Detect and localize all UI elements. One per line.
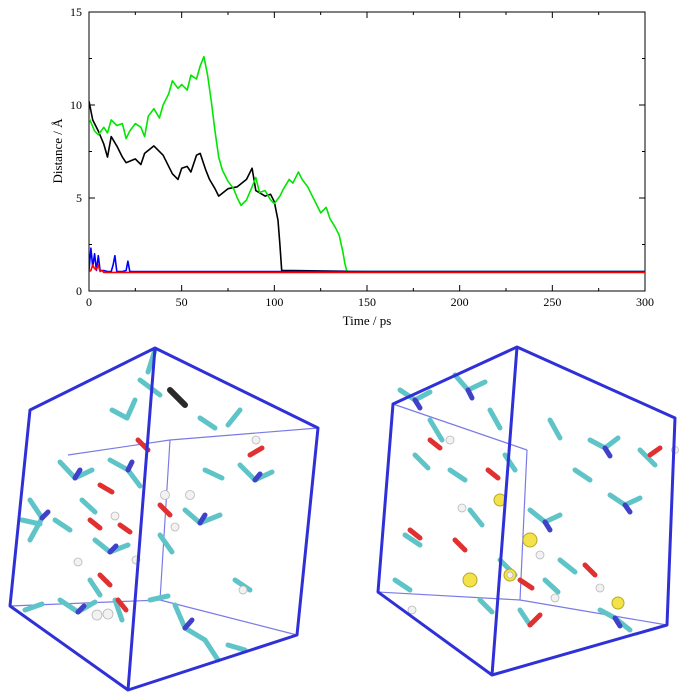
plot-frame [88, 11, 646, 292]
x-axis-title: Time / ps [343, 313, 392, 328]
left-box-front-edges [8, 346, 320, 692]
y-axis-title: Distance / Å [50, 118, 65, 184]
left-box-back-edges [9, 427, 319, 636]
molecule-cluster-right [392, 372, 679, 633]
x-tick-label: 300 [636, 295, 654, 309]
x-tick-label: 0 [86, 295, 92, 309]
y-tick-label: 5 [76, 191, 82, 205]
series-line-1 [89, 101, 645, 273]
y-tick-label: 0 [76, 284, 82, 298]
right-box-front-edges [376, 345, 677, 677]
x-tick-label: 100 [265, 295, 283, 309]
left-snapshot [8, 346, 320, 692]
tick-labels: 0 50 100 150 200 250 300 0 5 10 15 [70, 5, 654, 309]
y-tick-label: 10 [70, 98, 82, 112]
series-line-4 [89, 264, 645, 274]
x-tick-label: 50 [176, 295, 188, 309]
series-layer [89, 55, 645, 274]
distance-time-chart: 0 50 100 150 200 250 300 0 5 10 15 Time / ps Dista… [50, 5, 654, 328]
x-tick-label: 200 [451, 295, 469, 309]
right-snapshot [376, 345, 679, 677]
series-line-3 [89, 247, 645, 273]
series-line-2 [89, 55, 645, 273]
right-box-back-edges [377, 403, 668, 626]
molecule-cluster-left [19, 347, 275, 663]
axis-ticks [88, 11, 646, 292]
y-tick-label: 15 [70, 5, 82, 19]
x-tick-label: 250 [543, 295, 561, 309]
x-tick-label: 150 [358, 295, 376, 309]
